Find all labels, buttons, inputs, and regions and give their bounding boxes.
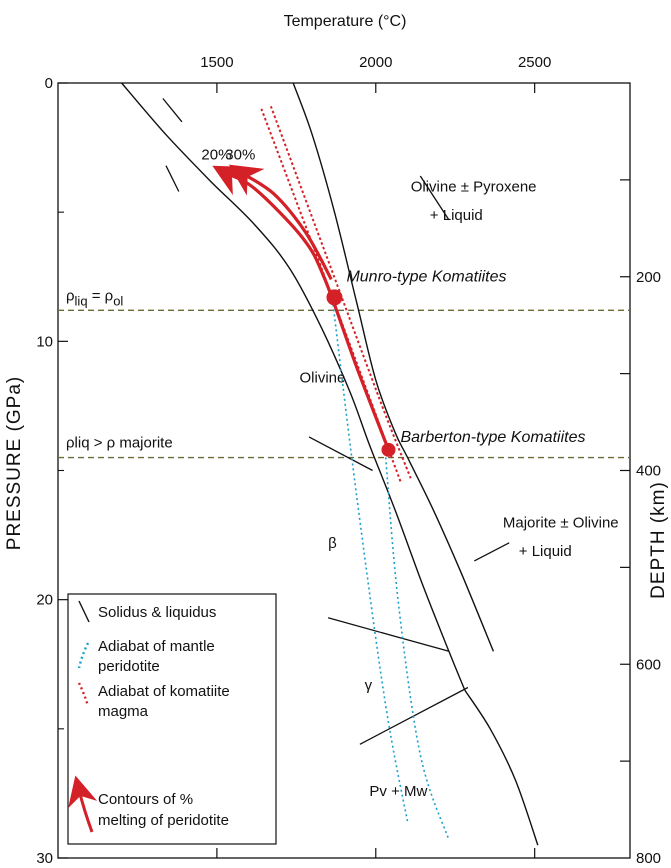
komatiite-point-label: Munro-type Komatiites [346,268,506,285]
melting-contour-label: 20% [201,146,231,163]
phase-annotation: + Liquid [519,543,572,560]
komatiite-point [381,442,396,457]
phase-annotation: Pv + Mw [369,783,427,800]
phase-annotation: Majorite ± Olivine [503,514,619,531]
phase-boundary [419,175,450,221]
legend-label-solidus: Solidus & liquidus [98,604,216,621]
y-left-tick-label: 10 [36,333,53,350]
density-label: ρliq > ρ majorite [66,435,173,452]
phase-annotation: γ [365,677,373,694]
legend-label-contours-1: Contours of % [98,791,193,808]
x-tick-label: 1500 [200,54,233,71]
melting-contour-arrow [212,165,390,451]
phase-annotation: + Liquid [430,207,483,224]
x-tick-label: 2500 [518,54,551,71]
solidus-curve [121,82,466,691]
y-left-axis-title: PRESSURE (GPa) [4,376,25,550]
melting-contour-arrow [228,164,333,281]
annotations: Olivine ± Pyroxene + Liquid Olivine Majorit… [300,179,619,801]
phase-boundary [308,436,373,472]
phase-annotation: Olivine [300,370,346,387]
y-right-tick-label: 200 [636,269,661,286]
axis-ticks: 1500 2000 2500 0 10 20 30 200 400 600 800 [36,54,661,867]
y-right-tick-label: 600 [636,656,661,673]
adiabats [260,105,450,841]
density-label: ρliq = ρol [66,287,123,308]
y-left-tick-label: 30 [36,850,53,867]
legend-label-mantle-2: peridotite [98,658,160,675]
density-lines: ρliq = ρol ρliq > ρ majorite [58,287,630,459]
komatiite-point [326,289,343,306]
komatiite-point-label: Barberton-type Komatiites [400,429,585,446]
phase-curves [121,82,539,846]
legend-label-contours-2: melting of peridotite [98,812,229,829]
phase-boundary [474,542,510,562]
y-left-tick-label: 0 [45,75,53,92]
legend-red-swatch [77,682,90,707]
komatiite-adiabat-line [269,105,412,479]
mantle-adiabat-line [384,452,450,841]
solidus-tick [165,165,180,192]
lower-solidus-branch [464,689,539,846]
phase-annotation: Olivine ± Pyroxene [411,179,537,196]
liquidus-curve [292,82,495,652]
legend-box [67,593,277,845]
y-right-tick-label: 800 [636,850,661,867]
mantle-adiabat-line [330,289,409,822]
solidus-tick [162,98,183,123]
x-tick-label: 2000 [359,54,392,71]
legend-arrow-swatch [68,775,98,833]
legend-solid-swatch [78,600,90,623]
legend-label-komatiite-2: magma [98,703,149,720]
melting-contours: 20%30% [201,146,390,451]
melting-contour-label: 30% [225,146,255,163]
phase-annotation: β [328,535,337,552]
legend: Solidus & liquidus Adiabat of mantle per… [67,593,277,845]
y-right-axis-title: DEPTH (km) [648,481,669,599]
legend-label-komatiite-1: Adiabat of komatiite [98,683,230,700]
x-axis-title: Temperature (°C) [284,13,407,30]
y-right-tick-label: 400 [636,463,661,480]
legend-label-mantle-1: Adiabat of mantle [98,638,215,655]
komatiite-points: Munro-type Komatiites Barberton-type Koma… [326,268,585,457]
phase-boundary [327,617,450,652]
y-left-tick-label: 20 [36,592,53,609]
